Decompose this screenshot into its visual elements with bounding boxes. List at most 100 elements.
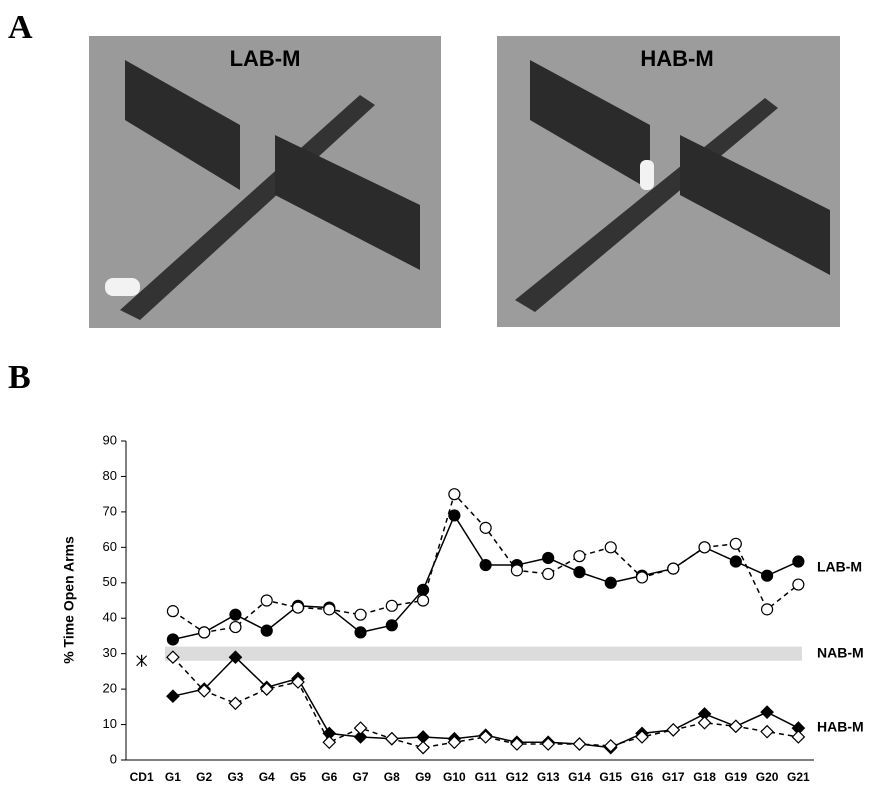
point	[728, 719, 743, 734]
x-tick-label: G13	[537, 770, 560, 784]
point	[229, 620, 242, 634]
x-tick-label: G19	[724, 770, 747, 784]
point	[760, 569, 774, 582]
x-tick-label: G1	[165, 770, 181, 784]
point	[604, 576, 617, 589]
y-tick-label: 30	[103, 645, 117, 660]
point	[541, 737, 556, 751]
group-label: NAB-M	[817, 645, 864, 661]
point	[635, 730, 649, 744]
point	[384, 731, 399, 746]
point	[385, 619, 398, 632]
x-tick-label: G7	[353, 770, 369, 784]
x-tick-label: G20	[756, 770, 779, 784]
point	[572, 737, 587, 751]
x-tick-label: G9	[415, 770, 431, 784]
point	[197, 684, 212, 698]
y-tick-label: 70	[103, 503, 117, 518]
panel-letter: B	[8, 359, 31, 396]
x-tick-label: CD1	[130, 770, 154, 784]
x-tick-label: G21	[787, 770, 810, 784]
point	[136, 654, 148, 667]
point	[667, 562, 680, 575]
point	[792, 578, 805, 591]
point	[416, 594, 430, 607]
point	[729, 537, 742, 550]
point	[510, 564, 524, 577]
point	[479, 558, 492, 572]
y-tick-label: 10	[103, 716, 117, 731]
point	[260, 594, 273, 607]
point	[479, 521, 492, 534]
x-tick-label: G15	[599, 770, 622, 784]
point	[229, 608, 242, 621]
point	[354, 626, 367, 639]
point	[354, 608, 367, 621]
group-label: HAB-M	[817, 719, 864, 735]
photo: HAB-M	[497, 36, 840, 327]
point	[353, 730, 368, 744]
point	[603, 738, 618, 753]
x-tick-label: G2	[196, 770, 212, 784]
y-axis-label: % Time Open Arms	[61, 536, 77, 664]
point	[198, 626, 211, 639]
x-tick-label: G14	[568, 770, 591, 784]
series-line	[172, 656, 799, 749]
point	[573, 550, 586, 563]
y-tick-label: 0	[110, 751, 117, 766]
point	[228, 650, 243, 665]
point	[604, 541, 617, 554]
point	[260, 624, 273, 637]
point	[510, 737, 524, 751]
x-tick-label: G10	[443, 770, 466, 784]
point	[291, 601, 305, 614]
point	[291, 675, 305, 689]
point	[447, 735, 462, 750]
point	[698, 541, 711, 554]
point	[448, 488, 461, 501]
y-tick-label: 50	[103, 574, 117, 589]
point	[166, 605, 180, 618]
point	[729, 555, 742, 568]
x-tick-label: G12	[506, 770, 529, 784]
point	[166, 650, 180, 665]
x-tick-label: G6	[321, 770, 337, 784]
point	[166, 633, 180, 646]
point	[542, 567, 555, 581]
x-tick-label: G4	[259, 770, 275, 784]
photo-label: HAB-M	[640, 46, 713, 71]
point	[760, 724, 774, 739]
photo-label: LAB-M	[230, 46, 301, 71]
point	[228, 696, 243, 711]
point	[635, 571, 649, 584]
y-tick-label: 20	[103, 681, 117, 696]
point	[166, 689, 180, 704]
group-label: LAB-M	[817, 559, 862, 575]
point	[791, 730, 806, 744]
x-tick-label: G16	[631, 770, 654, 784]
x-tick-label: G18	[693, 770, 716, 784]
point	[385, 599, 398, 612]
photo: LAB-M	[89, 36, 441, 328]
point	[478, 730, 493, 744]
series-line	[172, 513, 799, 641]
point	[666, 723, 681, 737]
y-tick-label: 40	[103, 610, 117, 625]
point	[542, 551, 555, 565]
x-tick-label: G8	[384, 770, 400, 784]
y-tick-label: 60	[103, 539, 117, 554]
point	[353, 721, 368, 735]
point	[416, 740, 430, 755]
x-tick-label: G5	[290, 770, 306, 784]
reference-band	[164, 646, 803, 661]
y-tick-label: 90	[103, 432, 117, 447]
point	[792, 555, 805, 568]
point	[573, 566, 586, 579]
x-tick-label: G17	[662, 770, 685, 784]
point	[322, 735, 337, 750]
point	[448, 509, 461, 522]
panel-letter: A	[8, 9, 33, 46]
point	[697, 715, 712, 730]
point	[259, 682, 274, 696]
